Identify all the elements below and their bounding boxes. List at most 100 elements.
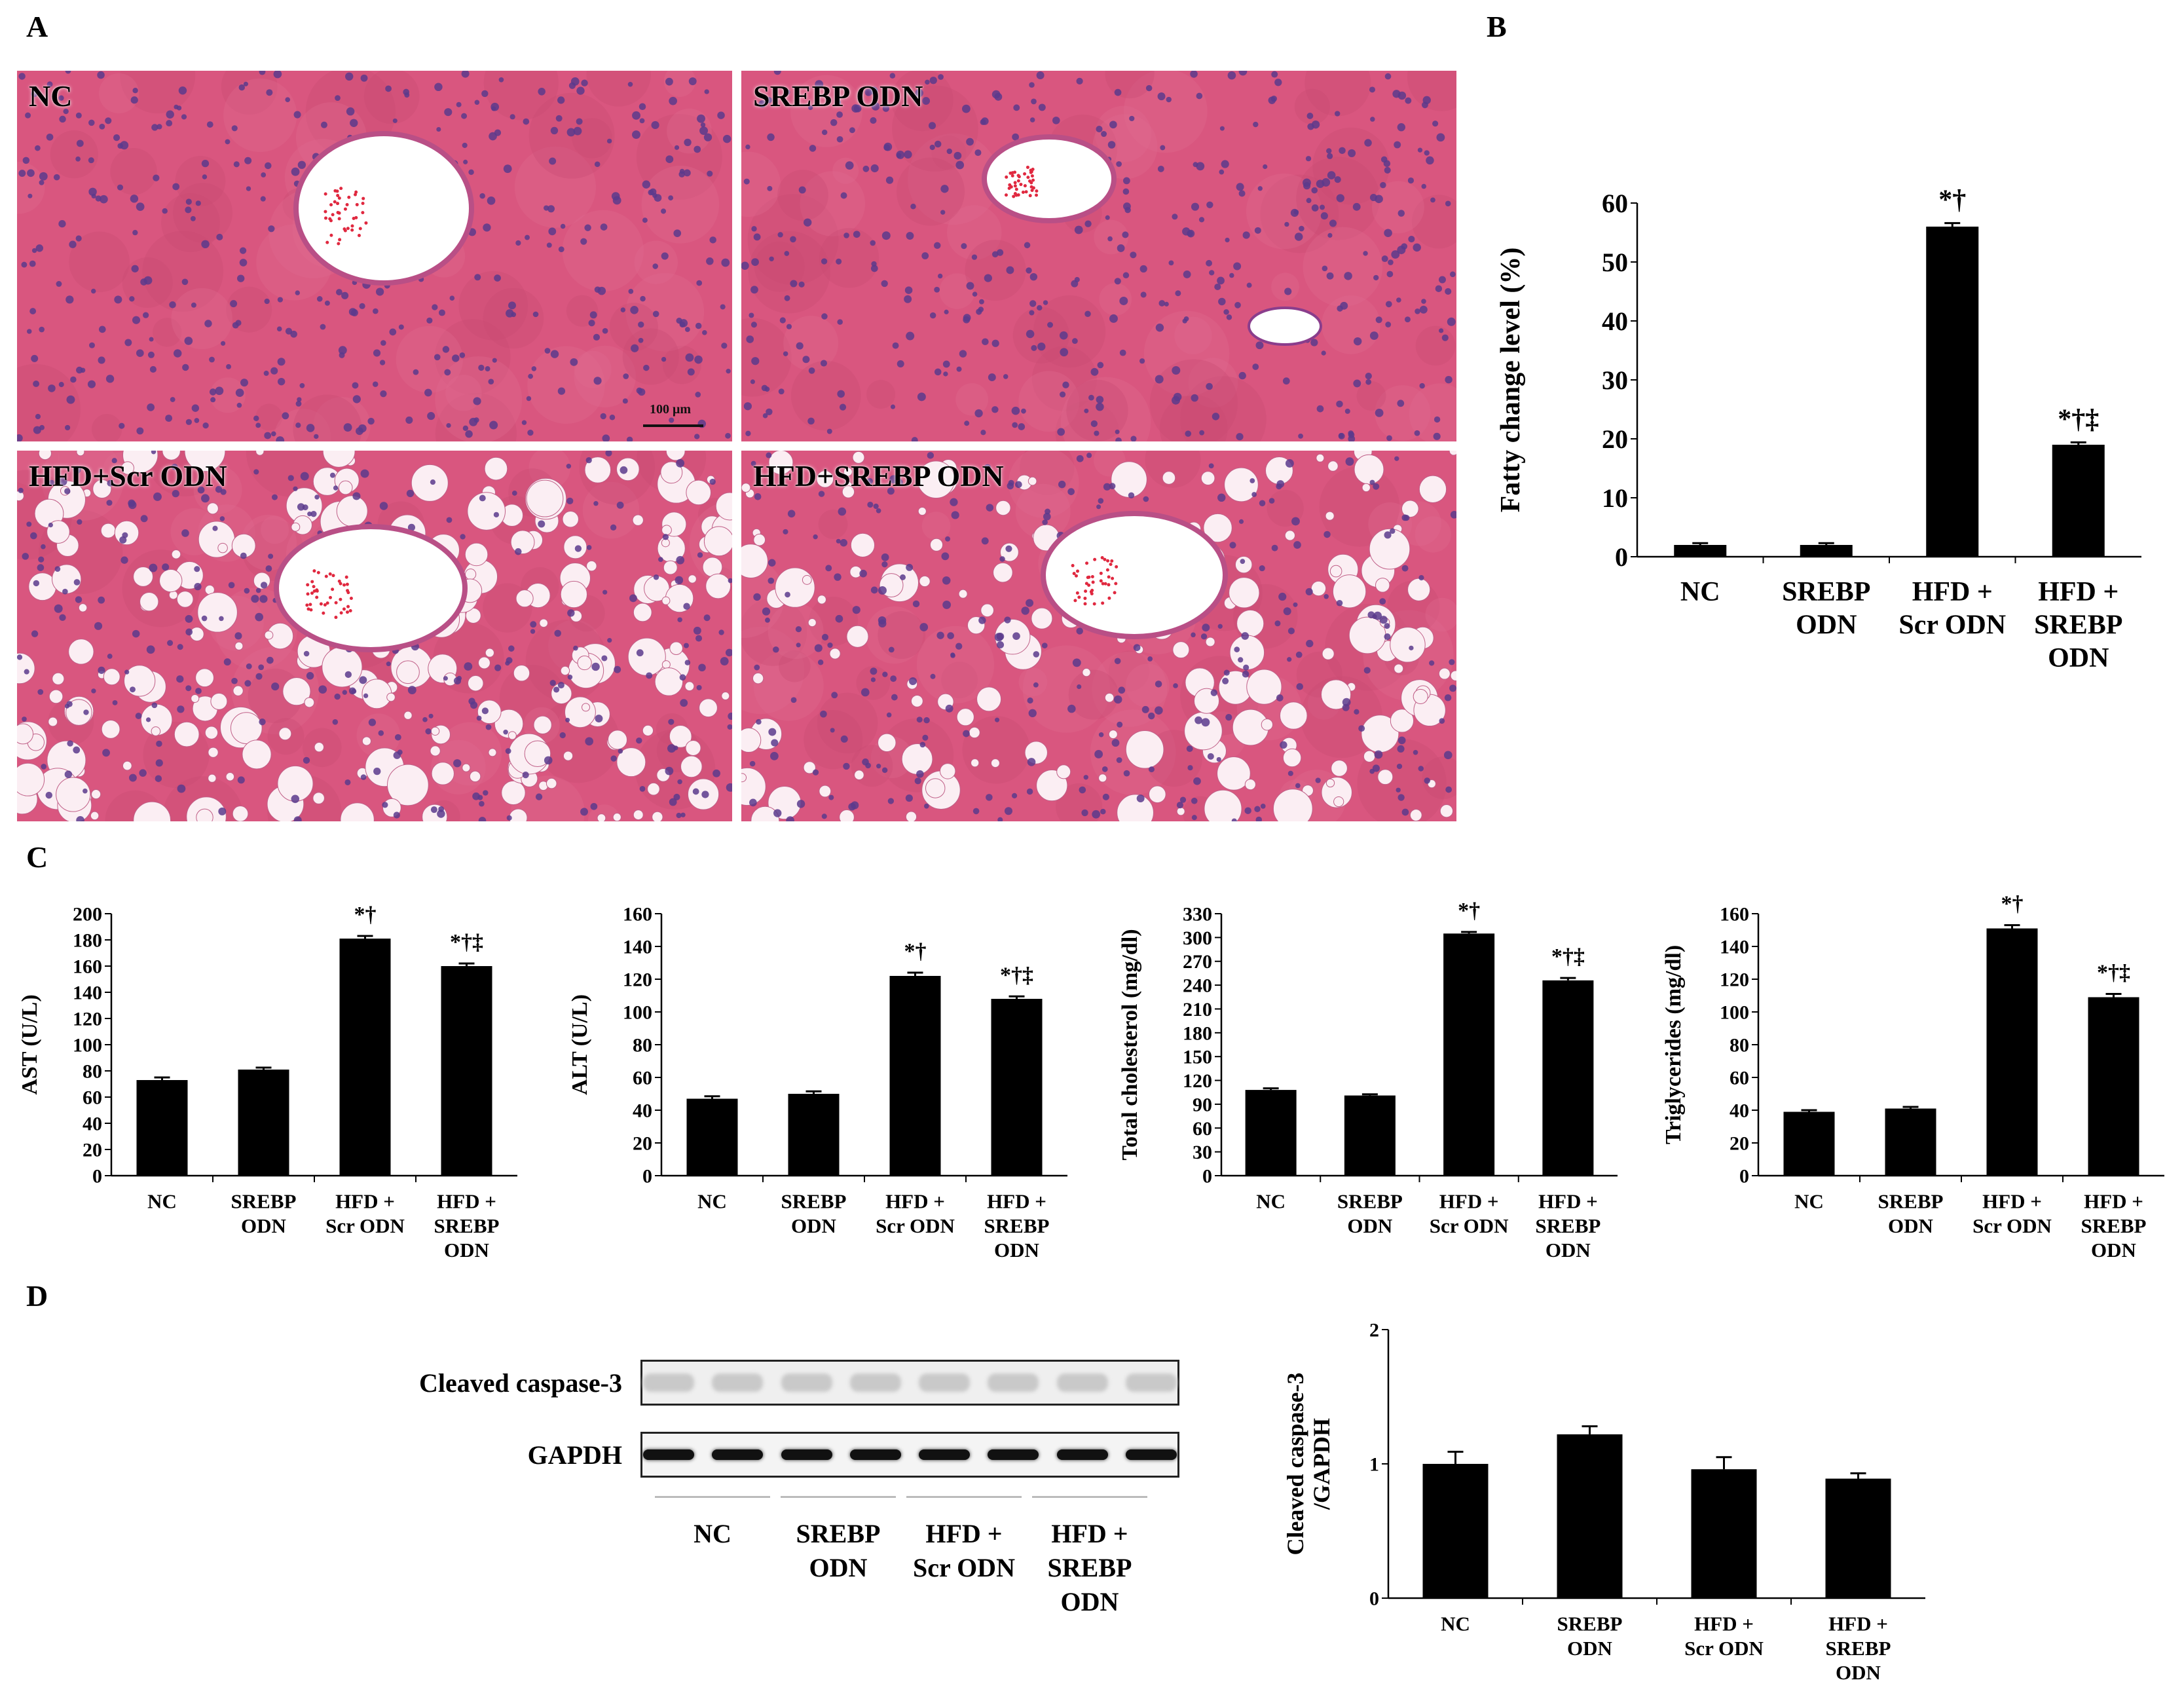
nucleus <box>1284 288 1292 295</box>
y-tick-label: 60 <box>1730 1068 1749 1089</box>
nucleus <box>1026 329 1035 339</box>
red-blood-cell <box>354 193 358 196</box>
blot-label-gapdh: GAPDH <box>527 1440 622 1470</box>
nucleus <box>1021 408 1026 414</box>
nucleus <box>867 501 874 508</box>
nucleus <box>171 463 178 470</box>
nucleus <box>490 102 499 111</box>
nucleus <box>814 644 823 652</box>
nucleus <box>906 563 914 571</box>
tissue-texture <box>804 709 863 770</box>
tissue-texture <box>483 288 544 349</box>
nucleus <box>547 205 555 213</box>
y-tick-label: 150 <box>1183 1047 1212 1068</box>
nucleus <box>1293 602 1298 607</box>
nucleus <box>754 493 762 500</box>
fat-vacuole <box>956 708 974 726</box>
nucleus <box>1344 408 1350 414</box>
nucleus <box>190 215 196 221</box>
y-tick-label: 60 <box>1602 189 1628 218</box>
nucleus <box>966 138 974 146</box>
nucleus <box>209 388 217 396</box>
fat-vacuole <box>688 574 697 584</box>
red-blood-cell <box>1089 589 1093 593</box>
nucleus <box>240 552 247 559</box>
nucleus <box>130 686 136 693</box>
nucleus <box>1190 71 1198 78</box>
nucleus <box>639 103 646 110</box>
nucleus <box>1011 793 1018 798</box>
tissue-texture <box>99 73 139 114</box>
nucleus <box>864 88 872 96</box>
red-blood-cell <box>1004 193 1008 197</box>
red-blood-cell <box>334 616 338 620</box>
red-blood-cell <box>1029 170 1033 174</box>
fat-vacuole <box>560 665 570 676</box>
nucleus <box>982 338 989 346</box>
nucleus <box>303 756 310 764</box>
nucleus <box>1321 350 1326 356</box>
fat-vacuole <box>1438 667 1451 680</box>
fat-vacuole <box>1244 779 1256 791</box>
y-tick-label: 20 <box>1730 1133 1749 1155</box>
nucleus <box>1218 297 1226 306</box>
lane-group-label: SREBP ODN <box>796 1519 881 1582</box>
nucleus <box>479 193 485 199</box>
tissue-texture <box>172 183 233 243</box>
nucleus <box>1096 402 1104 411</box>
nucleus <box>225 139 231 145</box>
nucleus <box>942 576 951 585</box>
nucleus <box>1003 374 1009 379</box>
nucleus <box>1168 260 1174 266</box>
red-blood-cell <box>347 195 351 199</box>
nucleus <box>1058 480 1066 489</box>
tissue-texture <box>1303 227 1383 307</box>
nucleus <box>851 104 860 113</box>
nucleus <box>1074 276 1080 283</box>
nucleus <box>494 664 502 671</box>
nucleus <box>1384 623 1390 629</box>
nucleus <box>522 772 529 779</box>
red-blood-cell <box>308 603 312 607</box>
nucleus <box>1449 659 1455 665</box>
nucleus <box>478 817 487 821</box>
red-blood-cell <box>1007 186 1011 190</box>
nucleus <box>995 717 1000 722</box>
nucleus <box>1243 664 1249 671</box>
nucleus <box>1449 271 1456 278</box>
red-blood-cell <box>1111 576 1115 580</box>
nucleus <box>98 356 105 364</box>
red-blood-cell <box>1115 565 1119 569</box>
nucleus <box>75 112 82 119</box>
nucleus <box>181 278 189 286</box>
nucleus <box>285 327 293 335</box>
nucleus <box>674 145 680 150</box>
nucleus <box>35 244 44 252</box>
nucleus <box>270 367 278 375</box>
red-blood-cell <box>1035 193 1039 197</box>
nucleus <box>1280 741 1287 749</box>
tissue-texture <box>1294 88 1330 124</box>
nucleus <box>1315 777 1321 783</box>
nucleus <box>750 286 758 294</box>
nucleus <box>1282 377 1290 385</box>
nucleus <box>426 317 433 324</box>
nucleus <box>784 295 790 301</box>
fat-vacuole <box>565 696 596 728</box>
nucleus <box>98 666 105 674</box>
tissue-texture <box>892 85 978 172</box>
nucleus <box>64 703 70 709</box>
nucleus <box>768 577 775 584</box>
fat-vacuole <box>189 627 204 642</box>
nucleus <box>1175 290 1181 297</box>
nucleus <box>1326 148 1332 154</box>
fat-vacuole <box>1125 730 1164 769</box>
nucleus <box>929 312 936 319</box>
tissue-texture <box>753 650 824 721</box>
fat-vacuole <box>1229 577 1260 608</box>
nucleus <box>684 327 690 332</box>
nucleus <box>961 243 967 250</box>
nucleus <box>243 81 248 86</box>
nucleus <box>462 142 468 148</box>
nucleus <box>24 669 29 675</box>
